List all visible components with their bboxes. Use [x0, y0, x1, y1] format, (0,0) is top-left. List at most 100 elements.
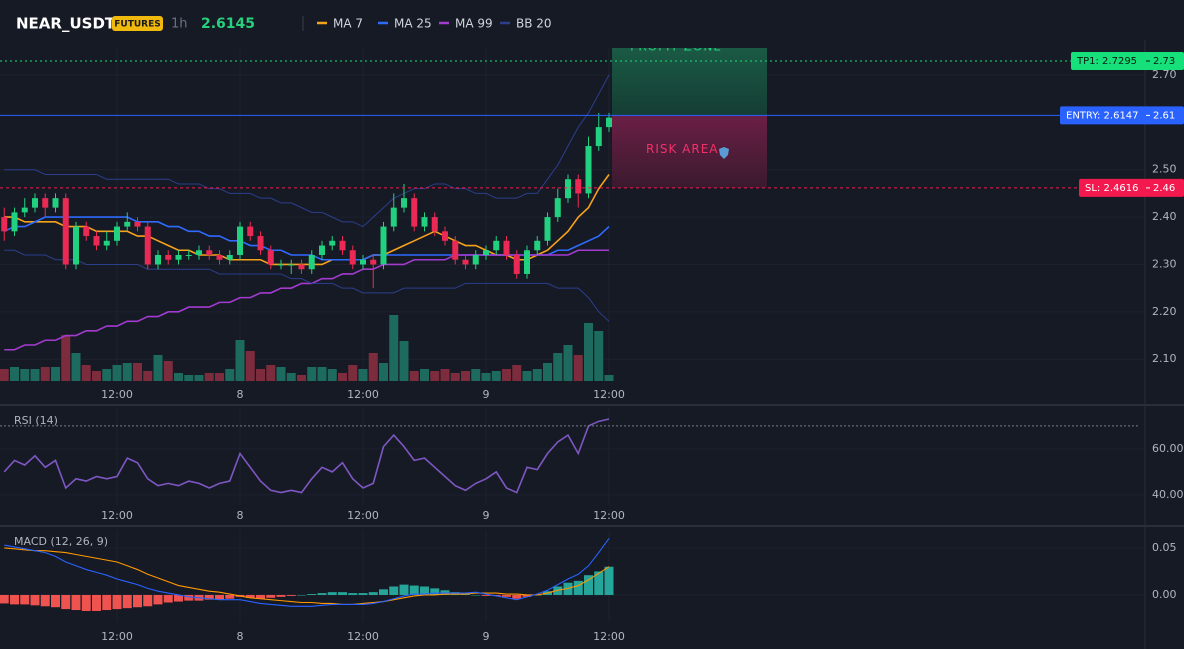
volume-bar — [502, 369, 511, 381]
level-box — [1060, 106, 1184, 125]
x-tick-label: 8 — [237, 509, 244, 522]
histogram-bar — [215, 594, 224, 600]
histogram-bar — [163, 594, 173, 603]
level-price: 2.46 — [1153, 183, 1175, 194]
histogram-bar — [430, 588, 440, 595]
x-tick-label: 12:00 — [347, 509, 379, 522]
candle-body — [370, 259, 377, 265]
candle-body — [278, 264, 284, 266]
candle-body — [206, 250, 213, 255]
volume-bar — [563, 345, 573, 381]
candle-body — [606, 117, 612, 128]
panel-title: MACD (12, 26, 9) — [14, 535, 108, 548]
candle-body — [32, 198, 38, 208]
histogram-bar — [594, 571, 604, 595]
rsi-line — [3, 418, 610, 494]
candle-body — [349, 250, 356, 265]
volume-bar — [235, 340, 245, 381]
x-tick-label: 8 — [237, 630, 244, 643]
candle-body — [595, 127, 602, 147]
candle-body — [452, 240, 459, 260]
volume-bar — [204, 373, 214, 381]
volume-bar — [61, 335, 71, 381]
panel-title: RSI (14) — [14, 414, 58, 427]
x-tick-label: 12:00 — [347, 630, 379, 643]
candle-body — [544, 217, 551, 241]
histogram-bar — [389, 586, 399, 595]
x-tick-label: 12:00 — [101, 509, 133, 522]
histogram-bar — [317, 593, 327, 595]
histogram-bar — [348, 593, 358, 595]
volume-bar — [481, 373, 491, 381]
volume-bar — [297, 375, 306, 381]
histogram-bar — [81, 594, 91, 611]
macd-line — [4, 538, 610, 607]
histogram-bar — [502, 594, 511, 597]
volume-bar — [71, 353, 81, 381]
candle-body — [155, 255, 161, 265]
candle-body — [83, 226, 90, 237]
legend-label: MA 7 — [333, 17, 363, 31]
candle-body — [472, 255, 479, 265]
panel — [0, 538, 614, 611]
y-tick-label: 2.40 — [1152, 210, 1177, 223]
volume-bar — [522, 371, 532, 381]
histogram-bar — [102, 594, 112, 611]
candle-body — [62, 198, 69, 265]
volume-bar — [440, 369, 450, 381]
volume-bar — [389, 315, 399, 381]
histogram-bar — [420, 586, 429, 595]
candle-body — [103, 240, 110, 246]
candle-body — [144, 226, 151, 265]
volume-bar — [379, 363, 388, 381]
histogram-bar — [266, 594, 276, 598]
y-tick-label: 2.50 — [1152, 163, 1177, 176]
histogram-bar — [409, 585, 419, 595]
histogram-bar — [604, 566, 614, 595]
level-box — [1079, 178, 1184, 197]
volume-bar — [174, 373, 183, 381]
histogram-bar — [338, 592, 347, 595]
histogram-bar — [512, 594, 522, 599]
x-tick-label: 9 — [483, 630, 490, 643]
histogram-bar — [10, 594, 19, 605]
candle-body — [42, 198, 49, 208]
histogram-bar — [245, 594, 255, 598]
candle-body — [524, 250, 530, 274]
y-tick-label: 0.05 — [1152, 541, 1177, 554]
risk-zone-label: RISK AREA — [646, 142, 719, 156]
volume-bar — [102, 369, 112, 381]
histogram-bar — [307, 594, 317, 595]
volume-bar — [399, 341, 409, 381]
y-tick-label: 2.30 — [1152, 257, 1177, 270]
volume-bar — [543, 363, 552, 381]
volume-bar — [604, 375, 614, 381]
badge-text: FUTURES — [114, 20, 160, 30]
histogram-bar — [584, 575, 593, 595]
histogram-bar — [0, 594, 9, 604]
candle-body — [267, 250, 274, 265]
histogram-bar — [327, 592, 337, 595]
level-box — [1071, 52, 1184, 71]
legend-label: MA 25 — [394, 17, 432, 31]
candle-body — [247, 226, 254, 237]
volume-bar — [471, 369, 481, 381]
histogram-bar — [143, 594, 153, 607]
candle-body — [411, 198, 418, 227]
candle-body — [462, 259, 469, 265]
candle-body — [534, 240, 541, 251]
volume-bar — [10, 367, 19, 381]
candle-body — [257, 236, 264, 251]
volume-bar — [215, 373, 224, 381]
candle-body — [390, 207, 397, 227]
candle-body — [93, 236, 100, 246]
level-label: TP1: 2.7295 — [1076, 56, 1137, 67]
candle-body — [11, 212, 18, 232]
x-tick-label: 9 — [483, 388, 490, 401]
histogram-bar — [92, 594, 101, 611]
candle-body — [298, 264, 305, 270]
volume-bar — [0, 369, 9, 381]
x-tick-label: 12:00 — [593, 388, 625, 401]
volume-bar — [266, 365, 276, 381]
volume-bar — [368, 353, 378, 381]
